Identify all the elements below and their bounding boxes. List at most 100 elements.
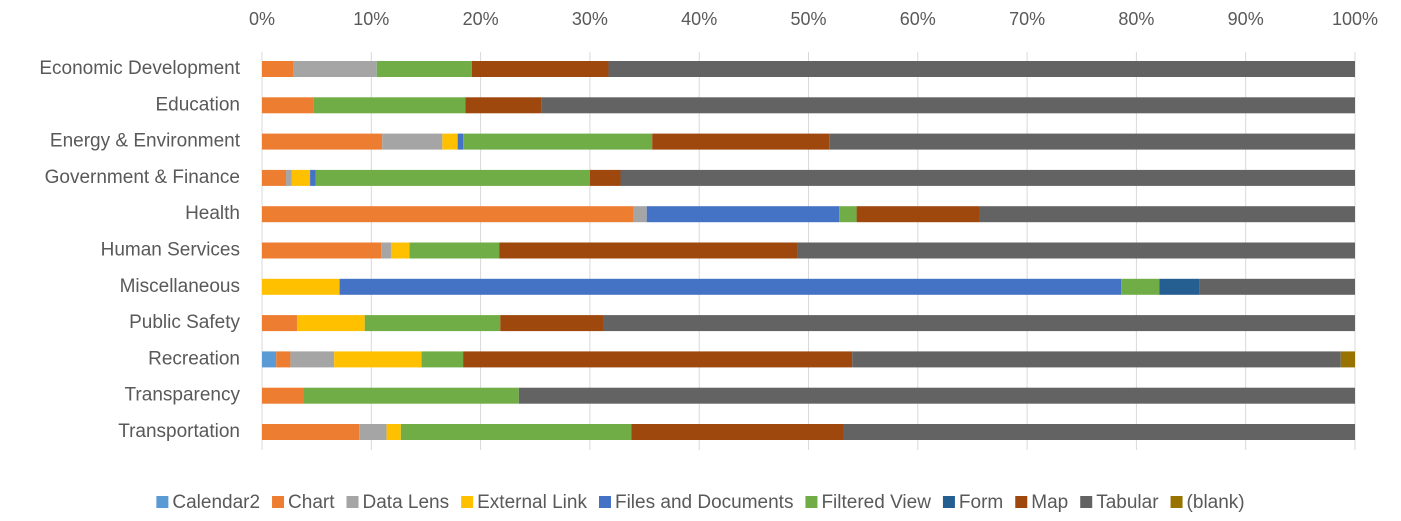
bar-segment bbox=[1340, 351, 1355, 368]
bar-segment bbox=[286, 169, 292, 186]
bar-segment bbox=[262, 133, 383, 150]
bar-segment bbox=[797, 242, 1355, 259]
bar-segment bbox=[409, 242, 500, 259]
bar-segment bbox=[262, 315, 297, 332]
x-tick-label: 90% bbox=[1228, 9, 1264, 29]
bar-segment bbox=[603, 315, 1355, 332]
legend-label: Calendar2 bbox=[172, 492, 260, 513]
legend-label: Chart bbox=[288, 492, 335, 513]
legend-swatch bbox=[272, 496, 285, 508]
y-tick-label: Energy & Environment bbox=[50, 131, 241, 152]
bar-segment bbox=[262, 97, 314, 114]
bar-segment bbox=[400, 424, 632, 440]
bar-segment bbox=[471, 61, 609, 77]
legend-label: External Link bbox=[477, 492, 587, 513]
legend-label: (blank) bbox=[1187, 492, 1245, 513]
bar-segment bbox=[633, 206, 647, 223]
bar-segment bbox=[457, 133, 464, 150]
bar-segment bbox=[856, 206, 980, 223]
bar-segment bbox=[646, 206, 840, 223]
y-tick-label: Human Services bbox=[101, 240, 240, 261]
x-tick-label: 60% bbox=[900, 9, 936, 29]
bar-segment bbox=[499, 242, 798, 259]
legend-swatch bbox=[156, 496, 169, 508]
x-tick-label: 70% bbox=[1009, 9, 1045, 29]
bar-segment bbox=[829, 133, 1355, 150]
bar-segment bbox=[382, 133, 443, 150]
x-tick-label: 40% bbox=[681, 9, 717, 29]
bar-segment bbox=[262, 206, 634, 223]
x-tick-label: 0% bbox=[249, 9, 275, 29]
bar-segment bbox=[296, 315, 365, 332]
legend-swatch bbox=[346, 496, 359, 508]
x-tick-label: 80% bbox=[1118, 9, 1154, 29]
bar-segment bbox=[334, 351, 422, 368]
y-tick-label: Public Safety bbox=[129, 312, 240, 333]
bar-segment bbox=[1159, 278, 1200, 295]
bar-segment bbox=[303, 387, 519, 404]
bar-segment bbox=[852, 351, 1341, 368]
bar-segment bbox=[843, 424, 1355, 440]
bar-segment bbox=[359, 424, 387, 440]
bar-segment bbox=[262, 387, 304, 404]
bar-segment bbox=[442, 133, 458, 150]
x-tick-label: 10% bbox=[353, 9, 389, 29]
bar-segment bbox=[465, 97, 542, 114]
bar-segment bbox=[293, 61, 377, 77]
bar-segment bbox=[262, 61, 294, 77]
legend-label: Form bbox=[959, 492, 1003, 513]
legend: Calendar2 Chart Data Lens External Link File… bbox=[156, 492, 1245, 513]
legend-label: Map bbox=[1031, 492, 1068, 513]
bar-segment bbox=[463, 351, 853, 368]
bar-segment bbox=[541, 97, 1355, 114]
bar-segment bbox=[421, 351, 464, 368]
bar-segment bbox=[339, 278, 1122, 295]
legend-label: Data Lens bbox=[363, 492, 450, 513]
legend-swatch bbox=[1170, 496, 1183, 508]
y-tick-label: Education bbox=[155, 94, 240, 115]
bar-segment bbox=[315, 169, 590, 186]
bar-segment bbox=[310, 169, 316, 186]
y-tick-label: Government & Finance bbox=[45, 167, 240, 188]
bar-segment bbox=[631, 424, 844, 440]
bar-segment bbox=[1121, 278, 1160, 295]
bar-segment bbox=[291, 169, 311, 186]
legend-label: Tabular bbox=[1096, 492, 1159, 513]
bar-segment bbox=[620, 169, 1355, 186]
bar-segment bbox=[463, 133, 653, 150]
bar-segment bbox=[262, 424, 360, 440]
x-tick-label: 30% bbox=[572, 9, 608, 29]
bar-segment bbox=[364, 315, 501, 332]
bar-segment bbox=[839, 206, 857, 223]
bar-segment bbox=[979, 206, 1355, 223]
legend-swatch bbox=[942, 496, 955, 508]
x-tick-label: 100% bbox=[1332, 9, 1378, 29]
legend-swatch bbox=[805, 496, 818, 508]
bar-segment bbox=[500, 315, 604, 332]
bar-segment bbox=[262, 278, 340, 295]
bar-segment bbox=[376, 61, 472, 77]
bar-segment bbox=[589, 169, 621, 186]
y-tick-label: Miscellaneous bbox=[120, 276, 240, 297]
legend-label: Files and Documents bbox=[615, 492, 793, 513]
bar-segment bbox=[381, 242, 391, 259]
bar-segment bbox=[276, 351, 291, 368]
y-tick-label: Health bbox=[185, 203, 240, 224]
legend-swatch bbox=[1015, 496, 1028, 508]
y-tick-label: Economic Development bbox=[39, 58, 240, 79]
bar-segment bbox=[262, 242, 382, 259]
x-tick-label: 20% bbox=[463, 9, 499, 29]
bar-segment bbox=[608, 61, 1355, 77]
legend-swatch bbox=[1080, 496, 1093, 508]
y-tick-label: Recreation bbox=[148, 348, 240, 369]
bar-segment bbox=[313, 97, 466, 114]
legend-label: Filtered View bbox=[821, 492, 931, 513]
y-tick-label: Transportation bbox=[118, 421, 240, 442]
bar-segment bbox=[290, 351, 335, 368]
bar-segment bbox=[262, 169, 287, 186]
bar-segment bbox=[652, 133, 830, 150]
legend-swatch bbox=[461, 496, 474, 508]
legend-swatch bbox=[598, 496, 611, 508]
bar-segment bbox=[1199, 278, 1355, 295]
